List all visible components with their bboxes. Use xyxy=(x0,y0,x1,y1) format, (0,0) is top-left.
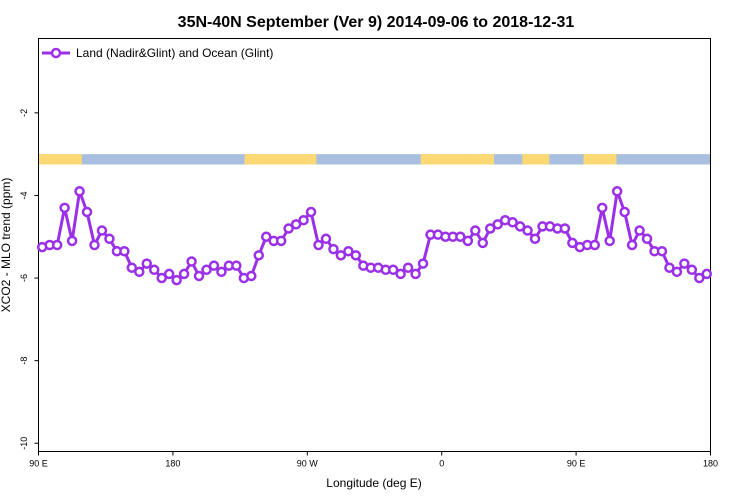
data-point xyxy=(193,270,205,282)
data-point xyxy=(74,186,85,197)
data-point xyxy=(134,266,145,278)
data-point xyxy=(343,245,354,257)
data-point xyxy=(305,206,317,218)
land-segment xyxy=(522,154,550,165)
data-point xyxy=(66,235,78,247)
land-segment xyxy=(38,154,82,165)
data-point xyxy=(470,225,481,236)
x-tick-label: 0 xyxy=(439,459,444,469)
data-point xyxy=(171,274,182,286)
data-point xyxy=(178,268,190,280)
data-point xyxy=(641,233,653,245)
data-point xyxy=(462,235,474,247)
data-point xyxy=(611,186,623,197)
data-point xyxy=(59,202,70,214)
data-point xyxy=(141,258,153,269)
legend: Land (Nadir&Glint) and Ocean (Glint) xyxy=(42,46,273,60)
y-axis: -2 -4 -6 -8 -10 xyxy=(19,109,39,450)
data-point xyxy=(350,250,362,261)
chart-title: 35N-40N September (Ver 9) 2014-09-06 to … xyxy=(178,14,575,31)
ocean-band xyxy=(38,154,711,165)
data-point xyxy=(163,268,175,280)
data-point xyxy=(148,264,160,276)
data-point xyxy=(387,264,399,276)
data-point xyxy=(253,250,265,261)
y-tick-label: -10 xyxy=(19,437,29,450)
data-point xyxy=(395,268,406,280)
data-point xyxy=(410,268,421,280)
x-tick-label: 180 xyxy=(703,459,718,469)
land-ocean-band xyxy=(38,154,711,165)
data-point xyxy=(664,262,675,273)
data-point xyxy=(529,233,541,245)
data-point xyxy=(484,223,496,234)
data-point xyxy=(634,225,645,236)
data-point xyxy=(126,262,138,273)
land-segment xyxy=(583,154,617,165)
data-point xyxy=(701,268,713,280)
land-segment xyxy=(470,154,494,165)
data-point xyxy=(507,217,518,228)
data-point xyxy=(186,256,197,267)
data-point xyxy=(275,235,287,247)
data-point xyxy=(417,258,429,269)
data-point xyxy=(320,233,332,245)
y-tick-label: -6 xyxy=(19,274,29,282)
data-point xyxy=(589,239,601,251)
data-point xyxy=(619,206,630,218)
series-group xyxy=(36,186,713,286)
y-tick-label: -4 xyxy=(19,191,29,199)
land-segment xyxy=(420,154,471,165)
legend-label: Land (Nadir&Glint) and Ocean (Glint) xyxy=(76,46,273,60)
data-point xyxy=(313,239,324,251)
data-point xyxy=(694,272,705,284)
data-point xyxy=(104,233,115,245)
data-point xyxy=(686,264,698,276)
data-point xyxy=(290,219,302,230)
data-point xyxy=(231,260,242,271)
data-point xyxy=(477,237,489,249)
data-point xyxy=(455,231,466,242)
data-point xyxy=(626,239,638,251)
data-point xyxy=(559,223,571,234)
data-point xyxy=(328,243,339,255)
x-tick-label: 180 xyxy=(165,459,180,469)
data-point xyxy=(656,245,668,257)
land-segment xyxy=(244,154,317,165)
data-point xyxy=(402,262,414,273)
data-point xyxy=(679,258,690,269)
x-tick-label: 90 E xyxy=(29,459,48,469)
data-point xyxy=(89,239,100,251)
data-point xyxy=(298,214,309,226)
data-point xyxy=(208,260,220,271)
legend-marker xyxy=(50,47,62,59)
x-tick-label: 90 W xyxy=(297,459,319,469)
data-point xyxy=(51,239,63,251)
data-point xyxy=(522,225,533,236)
data-point xyxy=(260,231,272,242)
data-point xyxy=(514,221,526,232)
x-axis-label: Longitude (deg E) xyxy=(326,476,421,490)
y-tick-label: -8 xyxy=(19,357,29,365)
y-tick-label: -2 xyxy=(19,109,29,117)
data-point xyxy=(596,202,608,214)
x-tick-label: 90 E xyxy=(567,459,586,469)
data-point xyxy=(567,237,578,249)
data-point xyxy=(81,206,93,218)
y-axis-label: XCO2 - MLO trend (ppm) xyxy=(0,178,13,313)
data-point xyxy=(201,264,212,276)
data-point xyxy=(119,245,130,257)
x-axis: 90 E 180 90 W 0 90 E 180 xyxy=(29,451,718,469)
data-point xyxy=(96,225,108,236)
data-point xyxy=(335,250,347,261)
data-point xyxy=(604,235,615,247)
data-point xyxy=(246,270,257,282)
data-point xyxy=(671,266,683,278)
data-point xyxy=(492,219,503,230)
data-point xyxy=(216,266,227,278)
data-point xyxy=(283,223,294,234)
data-point xyxy=(156,272,167,284)
